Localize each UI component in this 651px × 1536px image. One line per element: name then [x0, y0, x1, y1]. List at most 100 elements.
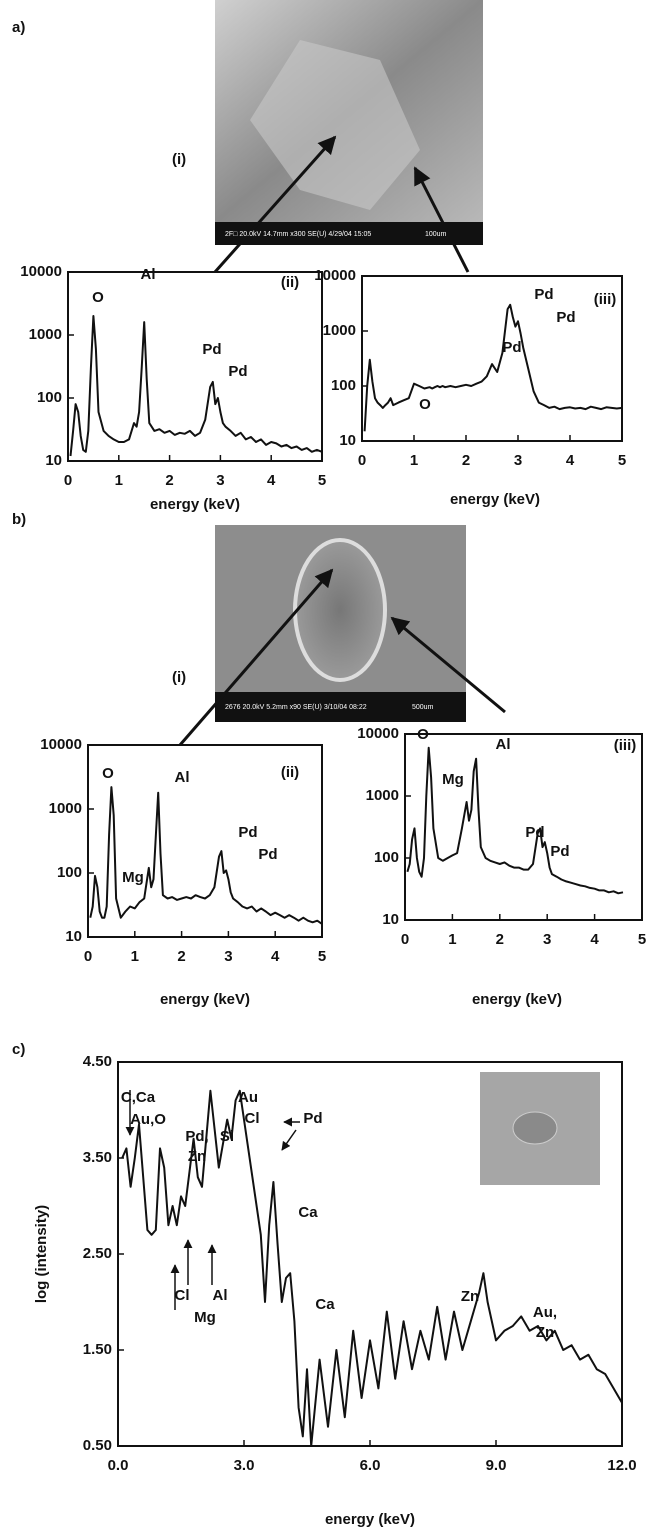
- micrograph-bar: [215, 222, 483, 245]
- plot-frame: [361, 275, 623, 442]
- x-tick-label: 3: [543, 931, 551, 948]
- peak-annotation: (ii): [281, 274, 299, 291]
- y-tick-label: 10000: [20, 263, 62, 280]
- x-tick-label: 5: [638, 931, 646, 948]
- micrograph-scale: 100um: [425, 231, 447, 238]
- x-tick-label: 0: [358, 452, 366, 469]
- peak-annotation: Al: [141, 266, 156, 283]
- peak-annotation: Zn: [188, 1148, 206, 1165]
- peak-annotation: Mg: [194, 1309, 216, 1326]
- x-axis-label: energy (keV): [150, 496, 240, 513]
- y-tick-label: 100: [331, 377, 356, 394]
- x-tick-label: 6.0: [360, 1457, 381, 1474]
- peak-annotation: O: [419, 396, 431, 413]
- plot-frame: [87, 744, 323, 938]
- peak-annotation: Cl: [245, 1110, 260, 1127]
- peak-annotation: Mg: [442, 771, 464, 788]
- x-axis-label: energy (keV): [160, 991, 250, 1008]
- x-tick-label: 1: [410, 452, 418, 469]
- y-tick-label: 10: [339, 432, 356, 449]
- peak-annotation: Au: [238, 1089, 258, 1106]
- peak-annotation: Au,O: [130, 1111, 166, 1128]
- peak-annotation: Al: [496, 736, 511, 753]
- spectrum-line: [89, 786, 323, 925]
- inset-feature: [512, 1111, 558, 1145]
- peak-annotation: O: [102, 765, 114, 782]
- micrograph-label: (i): [172, 669, 186, 686]
- arrow: [281, 1129, 297, 1151]
- x-tick-label: 0: [64, 472, 72, 489]
- peak-annotation: C,Ca: [121, 1089, 156, 1106]
- spectrum-line: [363, 303, 623, 432]
- y-tick-label: 4.50: [83, 1053, 112, 1070]
- y-tick-label: 10000: [357, 725, 399, 742]
- micrograph-label: (i): [172, 151, 186, 168]
- x-tick-label: 9.0: [486, 1457, 507, 1474]
- y-tick-label: 10: [65, 928, 82, 945]
- x-tick-label: 0: [84, 948, 92, 965]
- micrograph-feature: [250, 40, 420, 210]
- x-tick-label: 3: [514, 452, 522, 469]
- peak-annotation: Pd: [556, 309, 575, 326]
- peak-annotation: Zn: [461, 1288, 479, 1305]
- x-tick-label: 12.0: [607, 1457, 636, 1474]
- y-tick-label: 100: [374, 849, 399, 866]
- y-tick-label: 3.50: [83, 1149, 112, 1166]
- panel-label: a): [12, 19, 25, 36]
- peak-annotation: Pd: [228, 363, 247, 380]
- y-tick-label: 10: [45, 452, 62, 469]
- peak-annotation: Zn: [536, 1324, 554, 1341]
- x-tick-label: 3: [216, 472, 224, 489]
- peak-annotation: Al: [175, 769, 190, 786]
- x-tick-label: 4: [267, 472, 276, 489]
- x-tick-label: 2: [462, 452, 470, 469]
- y-tick-label: 100: [57, 864, 82, 881]
- peak-annotation: (ii): [281, 764, 299, 781]
- micrograph-feature: [293, 538, 387, 682]
- plot-frame: [404, 733, 643, 921]
- y-tick-label: 1000: [29, 326, 62, 343]
- x-tick-label: 5: [318, 948, 326, 965]
- peak-annotation: Si: [220, 1128, 234, 1145]
- y-tick-label: 10000: [314, 267, 356, 284]
- x-tick-label: 3.0: [234, 1457, 255, 1474]
- x-tick-label: 0.0: [108, 1457, 129, 1474]
- peak-annotation: Cl: [175, 1287, 190, 1304]
- panel-label: b): [12, 511, 26, 528]
- y-axis-label: log (intensity): [33, 1205, 50, 1303]
- y-tick-label: 1000: [366, 787, 399, 804]
- plot-frame: [67, 271, 323, 462]
- y-tick-label: 1.50: [83, 1341, 112, 1358]
- peak-annotation: (iii): [614, 737, 637, 754]
- peak-annotation: Al: [213, 1287, 228, 1304]
- x-axis-label: energy (keV): [325, 1511, 415, 1528]
- peak-annotation: O: [92, 289, 104, 306]
- x-tick-label: 2: [177, 948, 185, 965]
- spectrum-line: [69, 315, 323, 457]
- x-tick-label: 5: [618, 452, 626, 469]
- arrow: [178, 568, 334, 746]
- peak-annotation: (iii): [594, 291, 617, 308]
- peak-annotation: Pd: [202, 341, 221, 358]
- x-tick-label: 1: [448, 931, 456, 948]
- y-tick-label: 2.50: [83, 1245, 112, 1262]
- peak-annotation: Pd: [525, 824, 544, 841]
- y-tick-label: 1000: [323, 322, 356, 339]
- peak-annotation: Pd: [502, 339, 521, 356]
- micrograph-bar: [215, 692, 466, 722]
- peak-annotation: Ca: [315, 1296, 335, 1313]
- spectrum-line: [121, 1089, 623, 1447]
- x-tick-label: 1: [115, 472, 123, 489]
- x-tick-label: 5: [318, 472, 326, 489]
- peak-annotation: Ca: [298, 1204, 318, 1221]
- x-tick-label: 4: [590, 931, 599, 948]
- micrograph-scale: 500um: [412, 704, 434, 711]
- micrograph-info: 2676 20.0kV 5.2mm x90 SE(U) 3/10/04 08:2…: [225, 704, 367, 711]
- peak-annotation: O: [417, 726, 429, 743]
- micrograph-info: 2F□ 20.0kV 14.7mm x300 SE(U) 4/29/04 15:…: [225, 231, 371, 238]
- spectrum-line: [406, 746, 624, 895]
- peak-annotation: Mg: [122, 869, 144, 886]
- panel-label: c): [12, 1041, 25, 1058]
